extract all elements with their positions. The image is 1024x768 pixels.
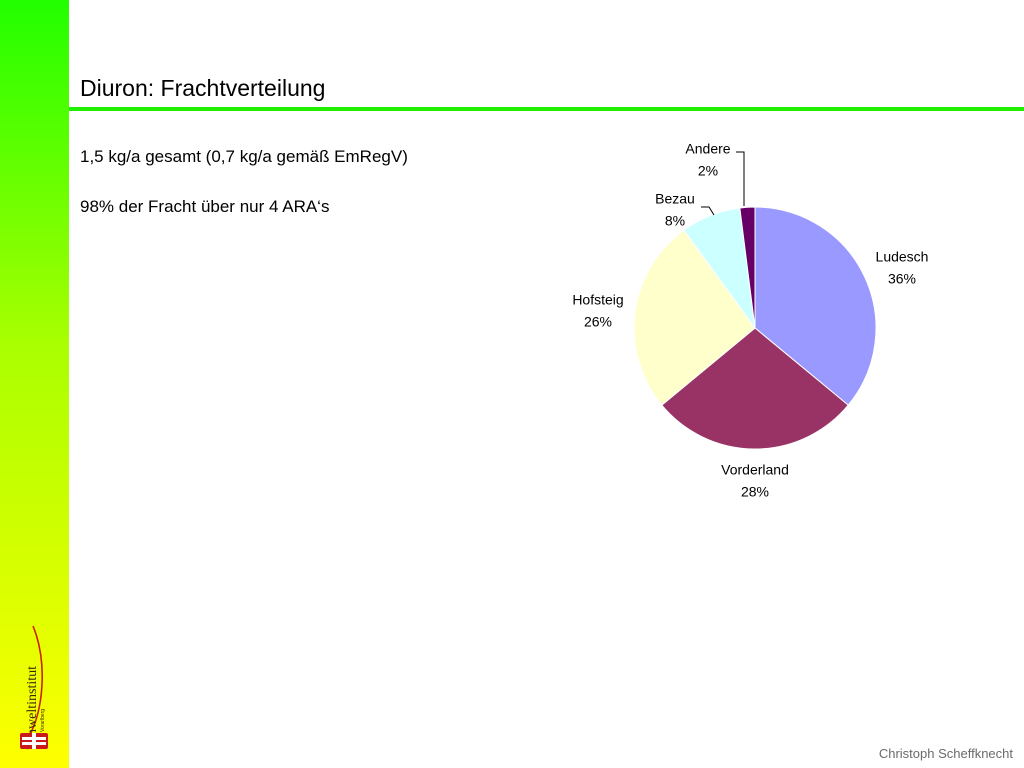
leader-line-andere bbox=[736, 151, 745, 206]
umweltinstitut-logo: Umweltinstitut Vorarlberg bbox=[20, 625, 48, 750]
left-color-band bbox=[0, 0, 69, 768]
pie-slice-andere bbox=[739, 206, 756, 329]
text-total-load: 1,5 kg/a gesamt (0,7 kg/a gemäß EmRegV) bbox=[80, 147, 408, 166]
slice-label-ludesch: Ludesch bbox=[876, 249, 929, 265]
pie-slice-vorderland bbox=[661, 327, 849, 450]
slide-title: Diuron: Frachtverteilung bbox=[80, 75, 326, 101]
slice-percent-ludesch: 36% bbox=[888, 271, 916, 287]
slice-percent-vorderland: 28% bbox=[741, 484, 769, 500]
logo-name: Umweltinstitut bbox=[25, 666, 40, 750]
slice-label-bezau: Bezau bbox=[655, 191, 695, 207]
slice-percent-bezau: 8% bbox=[665, 213, 685, 229]
title-underline bbox=[69, 107, 1024, 111]
slice-percent-hofsteig: 26% bbox=[584, 314, 612, 330]
pie-slice-bezau bbox=[683, 207, 756, 329]
slice-percent-andere: 2% bbox=[698, 163, 718, 179]
logo-subtitle: Vorarlberg bbox=[40, 709, 46, 732]
pie-slice-hofsteig bbox=[633, 229, 756, 406]
leader-line-bezau bbox=[701, 206, 715, 216]
slice-label-hofsteig: Hofsteig bbox=[572, 292, 623, 308]
coat-of-arms-icon bbox=[20, 733, 48, 749]
slice-label-andere: Andere bbox=[685, 141, 730, 157]
footer-author: Christoph Scheffknecht bbox=[878, 746, 1013, 761]
pie-slice-ludesch bbox=[754, 206, 877, 406]
text-load-share: 98% der Fracht über nur 4 ARA‘s bbox=[80, 197, 330, 216]
slice-label-vorderland: Vorderland bbox=[721, 462, 789, 478]
